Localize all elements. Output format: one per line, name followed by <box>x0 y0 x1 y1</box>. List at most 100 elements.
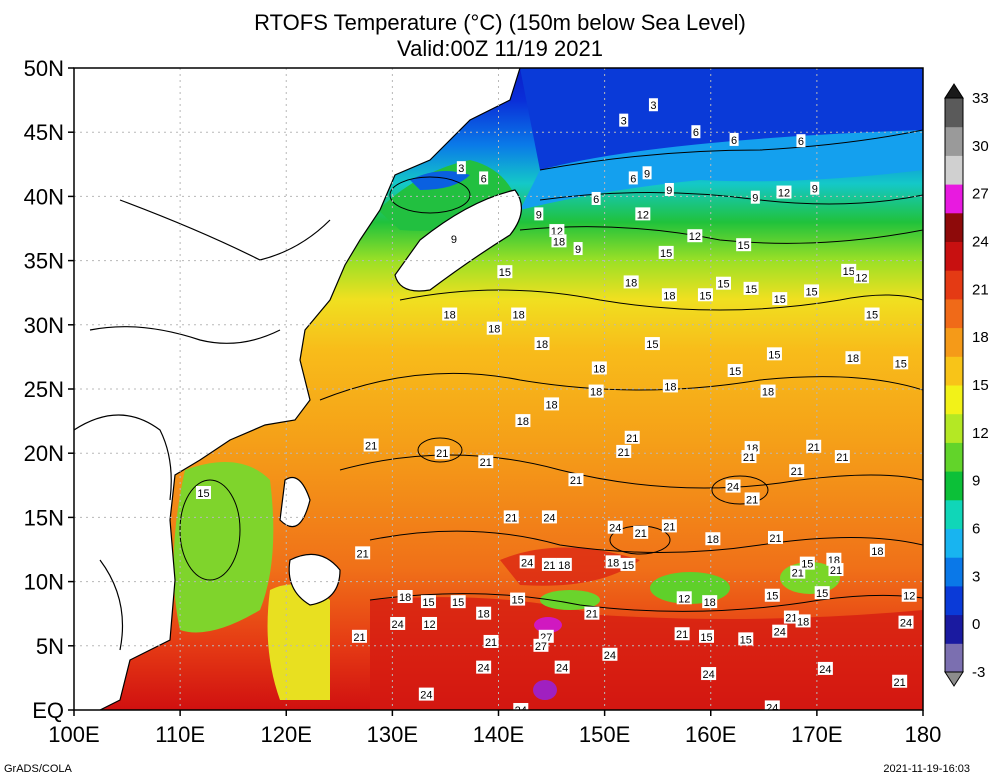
contour-label-text: 15 <box>700 632 712 644</box>
contour-label-box <box>705 532 721 546</box>
contour-label-box <box>511 307 527 321</box>
contour-label-box <box>702 595 718 609</box>
contour-label-text: 3 <box>650 100 656 112</box>
contour-label-box <box>699 629 715 643</box>
contour-label: 12 <box>676 591 692 605</box>
contour-label: 9 <box>642 166 652 180</box>
lat-label: 10N <box>24 570 64 595</box>
contour-label: 15 <box>644 337 660 351</box>
contour-label: 18 <box>760 384 776 399</box>
contour-label: 9 <box>573 242 583 256</box>
contour-label-text: 24 <box>774 627 786 639</box>
contour-label-text: 15 <box>774 294 786 306</box>
contour-label-box <box>743 281 759 295</box>
colorbar-segment <box>945 212 963 242</box>
contour-label: 21 <box>767 530 783 545</box>
contour-label-text: 3 <box>458 163 464 175</box>
contour-label-box <box>772 624 788 638</box>
lon-label: 100E <box>48 722 99 747</box>
contour-label-box <box>701 667 717 681</box>
contour-label-text: 15 <box>452 597 464 609</box>
contour-label-text: 6 <box>731 135 737 147</box>
contour-label-box <box>479 171 489 185</box>
lat-label: 35N <box>24 249 64 274</box>
contour-label-box <box>195 486 211 500</box>
contour-label: 21 <box>503 510 519 524</box>
contour-label-box <box>892 674 908 688</box>
contour-label-text: 18 <box>558 560 570 572</box>
contour-label-box <box>648 98 658 112</box>
contour-label: 15 <box>497 265 513 279</box>
contour-label-text: 15 <box>729 366 741 378</box>
lon-label: 140E <box>473 722 524 747</box>
contour-label-text: 6 <box>630 173 636 185</box>
contour-label-text: 24 <box>703 669 715 681</box>
lat-label: 20N <box>24 441 64 466</box>
contour-label: 6 <box>479 171 489 185</box>
contour-label: 12 <box>635 207 651 221</box>
colorbar-top-arrow <box>944 83 964 99</box>
contour-label: 18 <box>511 307 527 322</box>
contour-label-text: 24 <box>420 690 432 702</box>
contour-label-box <box>602 647 618 661</box>
contour-label: 9 <box>449 231 459 246</box>
contour-label-box <box>619 113 629 127</box>
contour-label: 15 <box>864 307 880 322</box>
contour-label: 18 <box>556 557 572 572</box>
contour-label: 18 <box>486 321 502 336</box>
contour-label-text: 21 <box>792 568 804 580</box>
contour-label-text: 21 <box>618 447 630 459</box>
contour-label: 24 <box>541 510 557 524</box>
contour-label-box <box>687 229 703 243</box>
contour-label-text: 6 <box>481 173 487 185</box>
contour-label-box <box>510 592 526 606</box>
contour-label-text: 18 <box>607 557 619 569</box>
contour-label: 18 <box>544 397 560 411</box>
contour-label-text: 6 <box>693 127 699 139</box>
contour-label-box <box>736 238 752 252</box>
contour-label: 9 <box>664 182 674 197</box>
contour-label: 12 <box>422 616 438 631</box>
contour-label-text: 12 <box>689 231 701 243</box>
contour-label: 15 <box>420 595 436 609</box>
contour-label-text: 12 <box>423 619 435 631</box>
contour-label-text: 24 <box>604 650 616 662</box>
colorbar-frame <box>944 97 964 673</box>
contour-label-text: 15 <box>768 349 780 361</box>
colorbar-label: 33 <box>972 90 989 107</box>
contour-label-text: 21 <box>485 637 497 649</box>
contour-label: 21 <box>674 627 690 641</box>
contour-label-box <box>661 519 677 533</box>
colorbar-segment <box>945 270 963 300</box>
contour-label-box <box>605 555 621 569</box>
lat-label: 15N <box>24 505 64 530</box>
contour-label-box <box>814 586 830 600</box>
lon-label: 110E <box>155 722 205 747</box>
contour-label-box <box>898 615 914 629</box>
contour-label-box <box>476 660 492 674</box>
contour-label-text: 21 <box>626 433 638 445</box>
contour-label: 24 <box>554 660 570 675</box>
contour-label-box <box>729 132 739 146</box>
contour-label-text: 21 <box>663 521 675 533</box>
contour-label: 18 <box>397 590 413 604</box>
contour-label-box <box>541 510 557 524</box>
colorbar-label: 9 <box>972 473 980 490</box>
contour-label: 15 <box>772 292 788 306</box>
contour-label-box <box>764 588 780 602</box>
contour-label-box <box>515 414 531 428</box>
contour-label-box <box>588 384 604 398</box>
contour-label-text: 9 <box>666 185 672 197</box>
contour-label-text: 21 <box>894 677 906 689</box>
contour-label: 15 <box>510 592 526 607</box>
contour-label-box <box>767 530 783 544</box>
contour-label-text: 18 <box>488 324 500 336</box>
contour-label-text: 21 <box>570 475 582 487</box>
contour-label-text: 18 <box>871 546 883 558</box>
contour-label: 24 <box>607 520 623 535</box>
contour-label-text: 21 <box>830 565 842 577</box>
contour-label-box <box>715 276 731 290</box>
contour-label: 21 <box>355 546 371 560</box>
contour-label-text: 18 <box>399 592 411 604</box>
